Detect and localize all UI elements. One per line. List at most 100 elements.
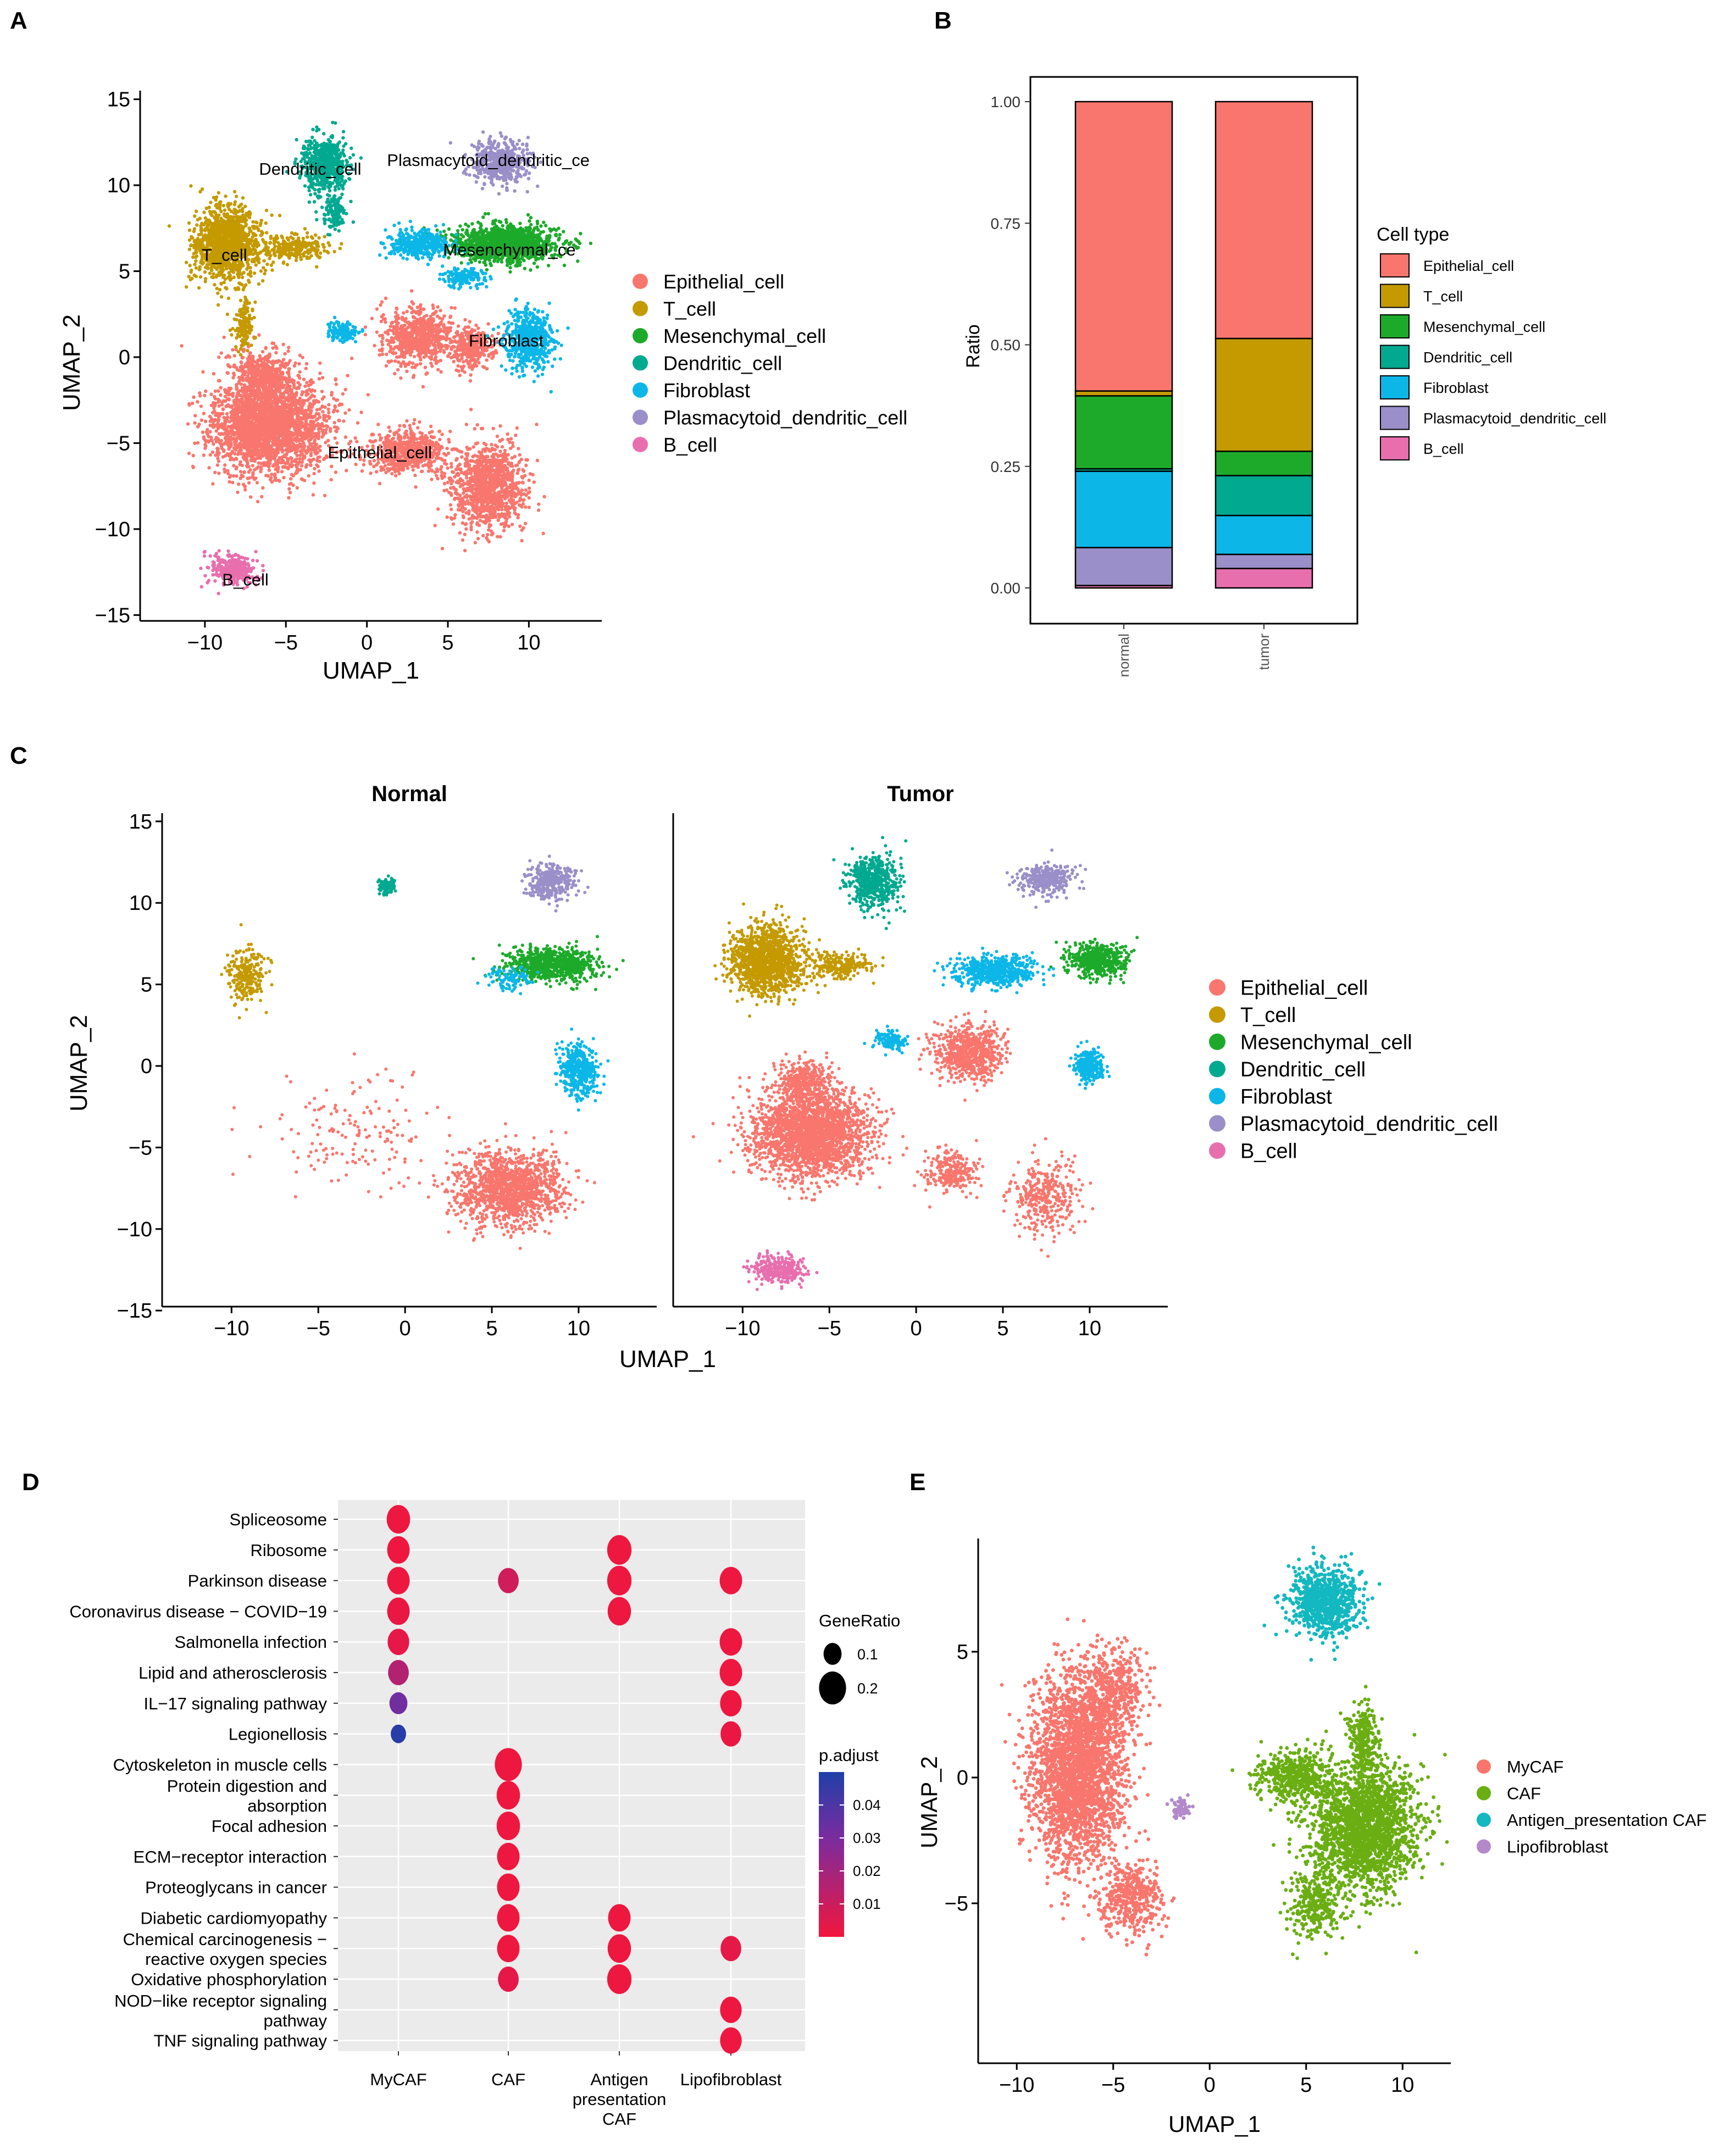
cell-point [247,481,251,485]
cell-point [229,458,232,461]
cell-point [271,359,275,363]
cell-point [243,485,246,488]
cell-point [294,464,297,467]
cell-point [305,427,308,431]
cell-point [303,423,307,426]
cell-point [333,421,336,424]
cell-point [330,393,333,397]
cell-point [198,394,202,397]
cell-point [335,382,338,386]
cell-point [317,469,320,473]
cell-point [213,471,217,474]
cell-point [252,418,256,421]
cell-point [256,457,259,460]
cell-point [252,407,256,410]
cell-point [305,362,308,365]
cell-point [322,458,325,461]
cell-point [249,351,252,354]
cell-point [246,390,249,393]
cell-point [289,425,292,428]
cell-point [265,416,268,419]
cell-point [291,444,295,447]
cell-point [307,474,310,477]
cell-point [344,388,347,391]
cell-point [290,449,293,452]
figure-canvas: A B C D E −10 −5 0 5 10−15−10−5051015UMAP_1U… [0,0,1736,2155]
cell-point [251,464,254,467]
cell-point [333,436,336,440]
cell-point [236,453,240,456]
cell-point [193,442,196,445]
cell-point [261,426,264,429]
cell-point [262,442,265,445]
cell-point [267,408,270,412]
cell-point [207,466,210,469]
cell-point [267,425,270,428]
cell-point [247,454,251,457]
cell-point [315,408,319,412]
cell-point [214,453,217,457]
cell-point [303,385,307,388]
cell-point [251,424,254,427]
cell-point [323,494,326,497]
cell-point [226,397,229,401]
cell-point [243,488,247,491]
cell-point [274,429,277,432]
cell-point [304,393,308,397]
cell-point [286,403,289,406]
cell-point [298,453,302,457]
cell-point [245,428,248,431]
cell-point [320,390,324,393]
cell-point [308,458,311,462]
cell-point [309,415,313,418]
cell-point [297,438,301,442]
cell-point [191,402,194,405]
cell-point [350,357,353,360]
cell-point [274,351,278,354]
cell-point [216,422,219,425]
cell-point [204,390,207,393]
cell-point [318,460,321,463]
cell-point [223,470,226,474]
cell-point [309,423,312,426]
cell-point [269,453,272,456]
cell-point [235,457,238,460]
cell-point [209,453,212,457]
cell-point [232,464,235,467]
cell-point [261,350,264,353]
cell-point [260,435,264,438]
cell-point [235,383,238,386]
cell-point [237,482,240,486]
cell-point [192,396,195,399]
cell-point [342,419,345,423]
cell-point [300,408,303,411]
cell-point [252,448,255,452]
cell-point [251,404,254,408]
cell-point [303,454,306,458]
cell-point [317,400,320,403]
cell-point [321,376,324,379]
cell-point [323,406,326,409]
cell-point [220,439,223,442]
cell-point [309,452,313,455]
cell-point [321,424,325,427]
cell-point [219,433,222,436]
cell-point [273,464,276,467]
cell-point [281,455,284,458]
cell-point [274,396,278,399]
cell-point [236,419,240,422]
cell-point [235,474,238,477]
cell-point [231,481,234,484]
cell-point [313,467,316,470]
cell-point [247,446,250,449]
cell-point [211,451,214,454]
cell-point [233,418,236,421]
umap-panel-a: −10 −5 0 5 10−15−10−5051015UMAP_1UMAP_2Dendr… [58,88,907,684]
cell-point [334,378,337,381]
cell-point [265,422,269,425]
cell-point [196,441,199,445]
cell-point [332,397,335,400]
cell-point [309,396,312,399]
cell-point [240,413,243,416]
cell-point [284,397,287,400]
